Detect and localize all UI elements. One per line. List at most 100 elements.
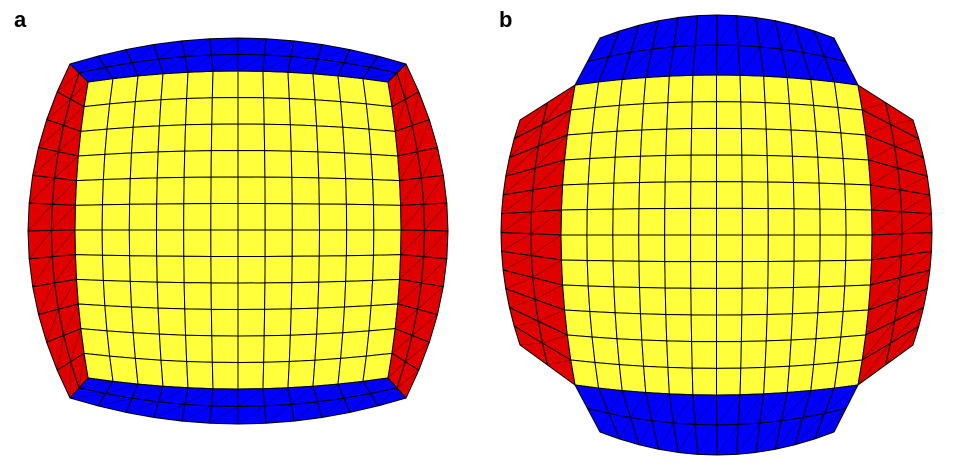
right-layer-cell <box>417 147 444 179</box>
mesh-diagonal <box>901 232 933 256</box>
mesh-diagonal <box>405 342 430 362</box>
top-layer-cell <box>131 58 164 77</box>
core-cell <box>316 306 345 335</box>
mesh-diagonal <box>137 58 159 77</box>
core-cell <box>237 203 266 231</box>
mesh-diagonal <box>501 233 532 252</box>
core-cell <box>237 255 266 284</box>
core-cell <box>587 285 616 314</box>
core-cell <box>819 234 847 262</box>
mesh-diagonal <box>694 14 718 46</box>
right-layer-cell <box>399 177 425 206</box>
right-layer-cell <box>901 211 933 235</box>
core-cell <box>763 75 790 105</box>
core-cell <box>664 181 692 210</box>
core-cell <box>765 313 793 342</box>
mesh-diagonal <box>630 20 659 53</box>
core-cell <box>102 279 132 308</box>
core-cell <box>237 308 266 337</box>
core-cell <box>793 234 821 262</box>
mesh-diagonal <box>58 279 77 310</box>
left-layer-cell <box>28 174 56 205</box>
core-cell <box>344 152 374 181</box>
core-cell <box>840 309 869 338</box>
core-cell <box>210 203 239 231</box>
core-cell <box>767 181 795 210</box>
mesh-diagonal <box>69 361 71 399</box>
core-cell <box>560 234 588 262</box>
mesh-diagonal <box>181 405 212 422</box>
core-cell <box>586 260 615 288</box>
mesh-diagonal <box>763 48 782 77</box>
mesh-diagonal <box>317 49 351 60</box>
top-layer-cell <box>716 14 739 46</box>
core-cell <box>312 357 342 387</box>
core-cell <box>589 130 618 159</box>
mesh-diagonal <box>265 404 292 424</box>
core-cell <box>641 339 669 368</box>
mesh-diagonal <box>534 284 563 300</box>
core-cell <box>237 97 265 125</box>
core-cell <box>345 203 375 231</box>
core-cell <box>786 364 815 393</box>
core-cell <box>262 70 290 100</box>
mesh-diagonal <box>534 134 568 169</box>
core-cell <box>158 333 188 362</box>
core-cell <box>288 98 318 127</box>
bottom-layer-cell <box>287 385 318 405</box>
core-cell <box>667 366 694 396</box>
mesh-diagonal <box>343 55 379 64</box>
mesh-diagonal <box>658 423 674 450</box>
mesh-diagonal <box>621 48 653 80</box>
mesh-diagonal <box>63 106 85 126</box>
mesh-diagonal <box>786 52 804 78</box>
mesh-diagonal <box>630 392 647 418</box>
mesh-diagonal <box>395 309 418 329</box>
mesh-diagonal <box>423 230 449 257</box>
mesh-diagonal <box>513 102 548 139</box>
core-cell <box>810 362 839 392</box>
core-cell <box>589 311 618 340</box>
core-cell <box>767 260 795 289</box>
mesh-diagonal <box>105 383 139 394</box>
core-cell <box>716 314 743 343</box>
mesh-diagonal <box>417 286 444 310</box>
core-cell <box>612 208 640 236</box>
mesh-diagonal <box>598 52 631 83</box>
mesh-diagonal <box>421 147 438 179</box>
core-cell <box>612 260 641 288</box>
core-cell <box>370 153 401 182</box>
core-cell <box>186 70 214 100</box>
core-cell <box>291 176 320 205</box>
mesh-diagonal <box>112 62 133 79</box>
core-cell <box>264 203 293 231</box>
core-cell <box>318 255 347 283</box>
mesh-diagonal <box>738 17 757 46</box>
mesh-diagonal <box>56 72 80 93</box>
core-cell <box>739 74 766 104</box>
core-cell <box>741 234 769 263</box>
core-cell <box>184 123 213 152</box>
mesh-diagonal <box>370 63 407 68</box>
core-cell <box>314 99 344 128</box>
mesh-diagonal <box>736 422 761 455</box>
core-cell <box>566 106 596 136</box>
core-cell <box>345 254 375 282</box>
core-cell <box>365 103 396 132</box>
mesh-diagonal <box>538 309 565 322</box>
mesh-diagonal <box>237 405 265 425</box>
core-cell <box>156 150 186 179</box>
core-cell <box>314 332 344 361</box>
top-layer-cell <box>716 44 741 76</box>
top-layer-cell <box>181 38 212 58</box>
core-cell <box>640 313 668 342</box>
core-cell <box>643 365 670 395</box>
bottom-layer-cell <box>668 393 696 426</box>
mesh-diagonal <box>52 229 76 257</box>
core-cell <box>342 305 372 334</box>
mesh-diagonal <box>716 424 739 456</box>
core-cell <box>716 154 743 183</box>
core-cell <box>129 177 158 205</box>
mesh-diagonal <box>505 277 533 290</box>
core-cell <box>372 254 402 281</box>
